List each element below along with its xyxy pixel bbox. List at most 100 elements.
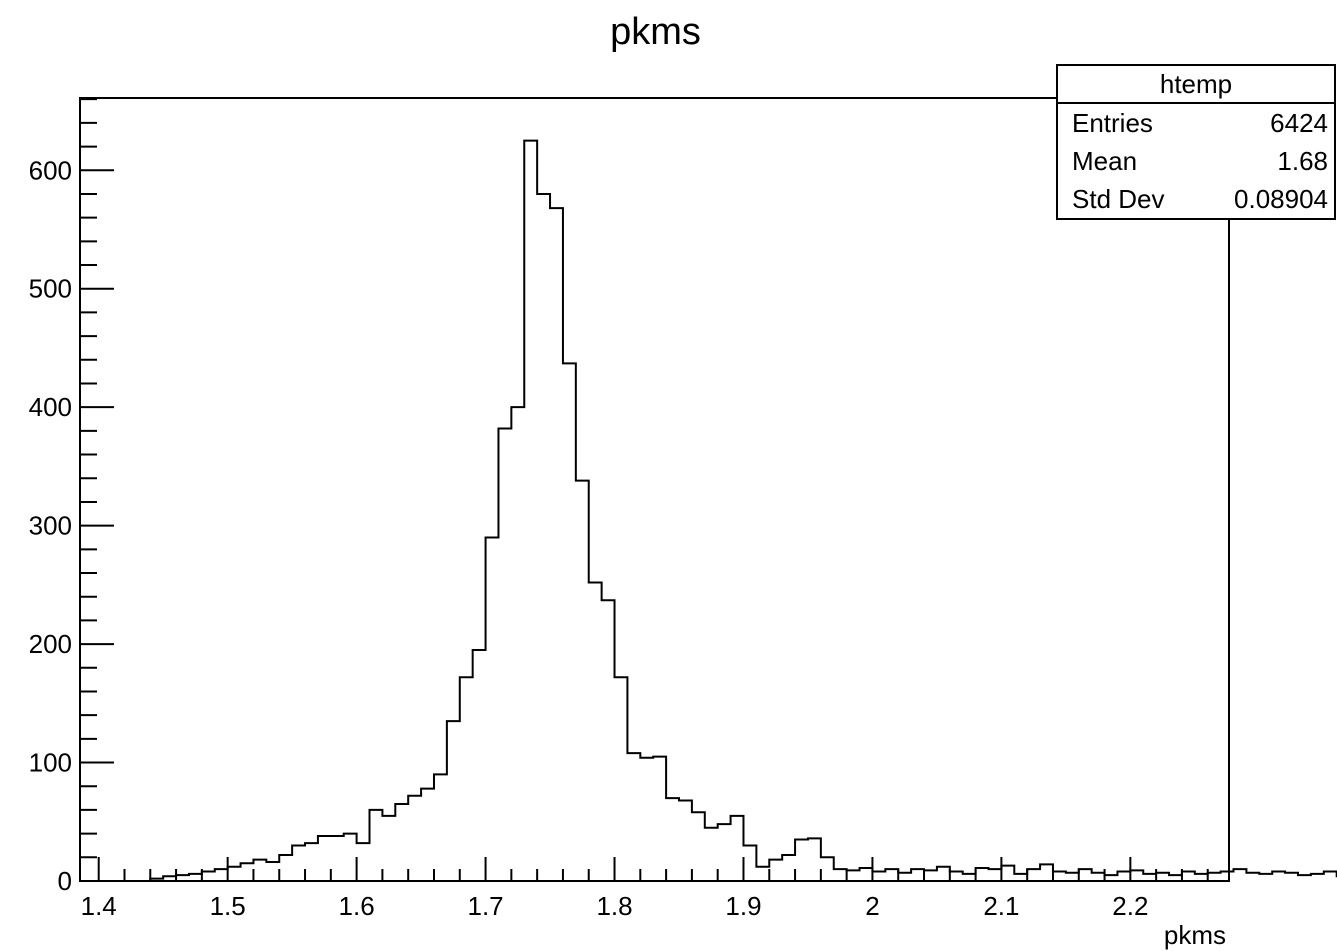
histogram-bar bbox=[511, 407, 524, 881]
histogram-bar bbox=[602, 600, 615, 881]
x-tick-label: 1.7 bbox=[467, 891, 503, 921]
y-tick-label: 500 bbox=[29, 274, 72, 304]
histogram-bar bbox=[408, 796, 421, 881]
histogram-bar bbox=[228, 867, 241, 881]
histogram-bar bbox=[950, 872, 963, 881]
histogram-bar bbox=[537, 194, 550, 881]
stats-stddev-label: Std Dev bbox=[1072, 184, 1165, 214]
x-minor-ticks bbox=[123, 869, 1209, 881]
x-tick-label: 1.9 bbox=[725, 891, 761, 921]
histogram-bar bbox=[292, 845, 305, 881]
histogram-bar bbox=[692, 812, 705, 881]
histogram-bar bbox=[847, 870, 860, 881]
histogram-bar bbox=[395, 804, 408, 881]
x-tick-label: 2.1 bbox=[983, 891, 1019, 921]
histogram-bar bbox=[421, 789, 434, 881]
histogram-bar bbox=[756, 867, 769, 881]
histogram-bar bbox=[1092, 873, 1105, 881]
histogram-bar bbox=[434, 774, 447, 881]
histogram-bar bbox=[898, 873, 911, 881]
histogram-bar bbox=[305, 843, 318, 881]
histogram-bar bbox=[331, 836, 344, 881]
histogram-bar bbox=[860, 868, 873, 881]
stats-mean-label: Mean bbox=[1072, 146, 1138, 176]
histogram-bar bbox=[1117, 872, 1130, 881]
histogram-bar bbox=[1208, 873, 1221, 881]
histogram-bar bbox=[653, 757, 666, 881]
histogram-bar bbox=[795, 840, 808, 881]
histogram-bar bbox=[615, 677, 628, 881]
y-tick-label: 0 bbox=[58, 866, 72, 896]
x-tick-label: 2 bbox=[865, 891, 879, 921]
histogram-bar bbox=[524, 141, 537, 881]
y-tick-label: 300 bbox=[29, 511, 72, 541]
histogram-bar bbox=[563, 363, 576, 881]
histogram-bar bbox=[241, 863, 254, 881]
histogram-bar bbox=[821, 857, 834, 881]
histogram-bar bbox=[1182, 872, 1195, 881]
stats-entries-value: 6424 bbox=[1270, 108, 1328, 138]
y-tick-label: 600 bbox=[29, 155, 72, 185]
histogram-bar bbox=[640, 758, 653, 881]
histogram-outline bbox=[149, 139, 1337, 881]
histogram-bar bbox=[460, 677, 473, 881]
histogram-bar bbox=[743, 845, 756, 881]
y-tick-label: 100 bbox=[29, 748, 72, 778]
stats-row-stddev: Std Dev 0.08904 bbox=[1058, 180, 1334, 218]
histogram-bar bbox=[872, 872, 885, 881]
histogram-bar bbox=[1079, 869, 1092, 881]
histogram-bar bbox=[1014, 874, 1027, 881]
histogram-bar bbox=[937, 867, 950, 881]
x-tick-label: 1.8 bbox=[596, 891, 632, 921]
y-minor-ticks bbox=[80, 98, 97, 859]
histogram-bar bbox=[769, 860, 782, 881]
histogram-bar bbox=[189, 874, 202, 881]
x-tick-label: 2.2 bbox=[1112, 891, 1148, 921]
histogram-bar bbox=[1143, 874, 1156, 881]
histogram-bar bbox=[976, 868, 989, 881]
histogram-bar bbox=[1285, 873, 1298, 881]
stats-row-mean: Mean 1.68 bbox=[1058, 142, 1334, 180]
histogram-bar bbox=[1130, 870, 1143, 881]
y-tick-label: 200 bbox=[29, 629, 72, 659]
histogram-bar bbox=[666, 798, 679, 881]
histogram-bar bbox=[1195, 874, 1208, 881]
histogram-bar bbox=[1272, 872, 1285, 881]
histogram-bar bbox=[911, 869, 924, 881]
histogram-bar bbox=[627, 753, 640, 881]
histogram-bar bbox=[731, 816, 744, 881]
histogram-bar bbox=[486, 537, 499, 881]
histogram-bar bbox=[589, 582, 602, 881]
histogram-bar bbox=[963, 874, 976, 881]
histogram-bar bbox=[1066, 873, 1079, 881]
histogram-bar bbox=[253, 860, 266, 881]
histogram-bar bbox=[718, 824, 731, 881]
histogram-bar bbox=[447, 721, 460, 881]
stats-row-entries: Entries 6424 bbox=[1058, 104, 1334, 142]
histogram-bar bbox=[834, 869, 847, 881]
histogram-bar bbox=[344, 834, 357, 881]
histogram-bar bbox=[1311, 874, 1324, 881]
stats-entries-label: Entries bbox=[1072, 108, 1153, 138]
histogram-bar bbox=[370, 810, 383, 881]
histogram-bars bbox=[150, 141, 1337, 881]
histogram-bar bbox=[1027, 869, 1040, 881]
histogram-bar bbox=[266, 862, 279, 881]
histogram-bar bbox=[382, 816, 395, 881]
histogram-bar bbox=[357, 843, 370, 881]
histogram-bar bbox=[202, 872, 215, 881]
histogram-bar bbox=[1040, 864, 1053, 881]
x-axis-ticks: 1.4 1.5 1.6 1.7 1.8 1.9 2 2.1 2.2 bbox=[81, 857, 1148, 921]
histogram-bar bbox=[1324, 872, 1337, 881]
x-tick-label: 1.6 bbox=[339, 891, 375, 921]
histogram-bar bbox=[473, 650, 486, 881]
y-tick-label: 400 bbox=[29, 392, 72, 422]
histogram-bar bbox=[1156, 873, 1169, 881]
stats-mean-value: 1.68 bbox=[1277, 146, 1328, 176]
histogram-bar bbox=[1001, 866, 1014, 881]
x-tick-label: 1.4 bbox=[81, 891, 117, 921]
y-axis-ticks: 0 100 200 300 400 500 600 bbox=[29, 155, 114, 896]
histogram-bar bbox=[1221, 872, 1234, 881]
histogram-bar bbox=[1234, 869, 1247, 881]
histogram-bar bbox=[705, 828, 718, 881]
